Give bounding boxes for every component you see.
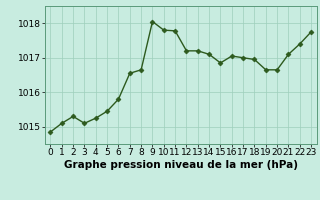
X-axis label: Graphe pression niveau de la mer (hPa): Graphe pression niveau de la mer (hPa) (64, 160, 298, 170)
